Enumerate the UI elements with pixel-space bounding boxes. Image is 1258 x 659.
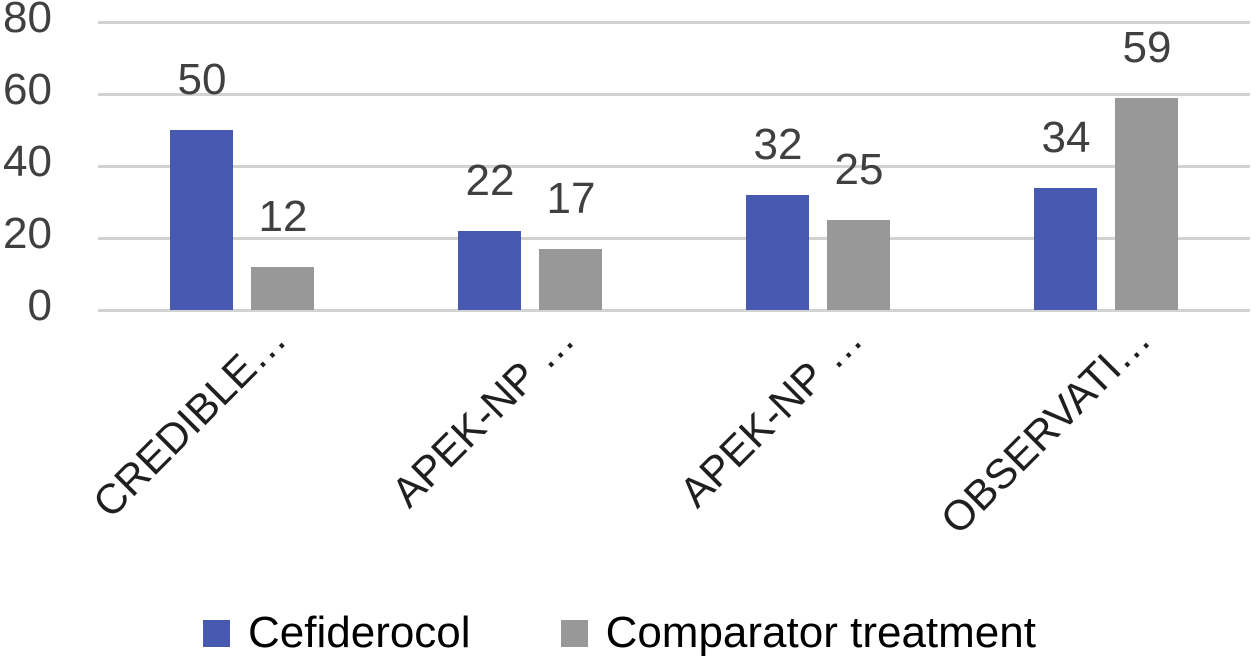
bar-series1-group1 — [170, 130, 233, 310]
gridline — [98, 237, 1250, 240]
bar-series1-group2 — [458, 231, 521, 310]
bar-value-label: 25 — [834, 145, 884, 194]
y-axis-tick-label: 60 — [3, 65, 52, 114]
legend-swatch-series2 — [560, 619, 588, 647]
y-axis-tick-label: 20 — [3, 209, 52, 258]
bar-series2-group1 — [251, 267, 314, 310]
bar-value-label: 50 — [177, 55, 227, 104]
x-axis-category-label: APEK-NP … — [382, 314, 584, 516]
bar-series1-group4 — [1034, 188, 1097, 310]
bar-value-label: 17 — [546, 174, 596, 223]
bar-value-label: 32 — [753, 120, 803, 169]
legend-label: Comparator treatment — [605, 608, 1036, 657]
bar-series2-group2 — [539, 249, 602, 310]
gridline — [98, 309, 1250, 312]
bar-series1-group3 — [746, 195, 809, 310]
gridline — [98, 21, 1250, 24]
bar-value-label: 59 — [1122, 23, 1172, 72]
bar-series2-group3 — [827, 220, 890, 310]
gridline — [98, 165, 1250, 168]
bar-value-label: 34 — [1041, 113, 1091, 162]
legend: Cefiderocol Comparator treatment — [203, 611, 1036, 655]
legend-label: Cefiderocol — [248, 608, 471, 657]
y-axis-tick-label: 0 — [27, 281, 52, 330]
x-axis-category-label: OBSERVATI… — [931, 314, 1160, 543]
x-axis-category-label: CREDIBLE… — [83, 314, 296, 527]
bar-value-label: 12 — [258, 192, 308, 241]
y-axis-tick-label: 80 — [3, 0, 52, 42]
y-axis-tick-label: 40 — [3, 137, 52, 186]
bar-series2-group4 — [1115, 98, 1178, 310]
legend-item: Cefiderocol — [203, 611, 471, 655]
legend-swatch-series1 — [203, 619, 230, 647]
x-axis-category-label: APEK-NP … — [670, 314, 872, 516]
legend-item: Comparator treatment — [560, 608, 1036, 657]
gridline — [98, 93, 1250, 96]
bar-value-label: 22 — [465, 156, 515, 205]
